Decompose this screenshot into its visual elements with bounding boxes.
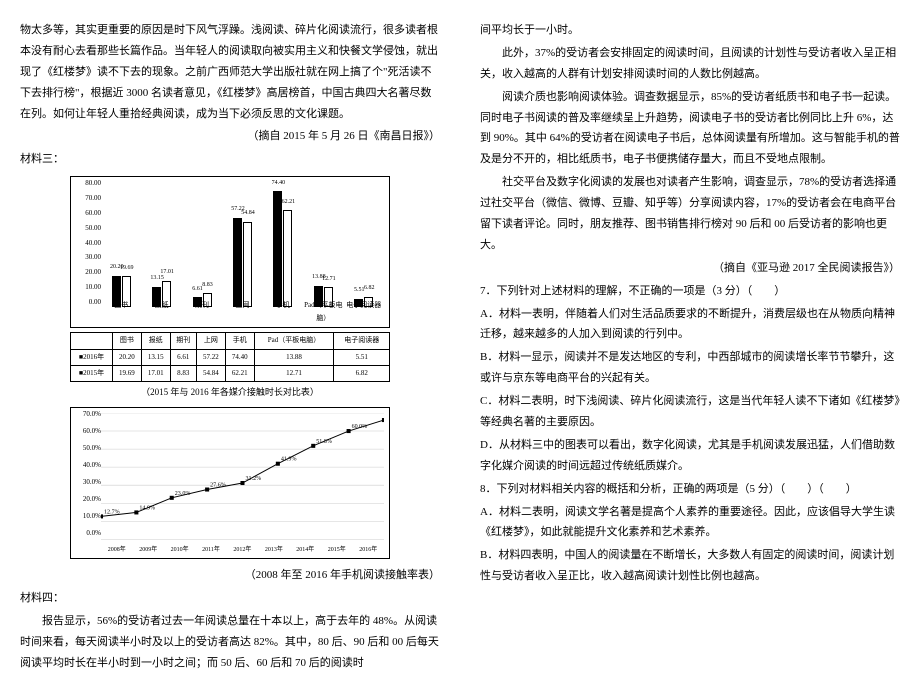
material-heading: 材料三： (20, 149, 440, 170)
body-para: 阅读介质也影响阅读体验。调查数据显示，85%的受访者纸质书和电子书一起读。同时电… (480, 87, 900, 171)
right-column: 间平均长于一小时。 此外，37%的受访者会安排固定的阅读时间，且阅读的计划性与受… (480, 20, 900, 676)
body-para: 间平均长于一小时。 (480, 20, 900, 41)
source-line: （摘自 2015 年 5 月 26 日《南昌日报》） (20, 126, 440, 147)
chart-caption: （2015 年与 2016 年各媒介接触时长对比表） (70, 384, 390, 401)
option-b: B．材料四表明，中国人的阅读量在不断增长，大多数人有固定的阅读时间，阅读计划性与… (480, 545, 900, 587)
option-c: C．材料二表明，时下浅阅读、碎片化阅读流行，这是当代年轻人读不下诸如《红楼梦》等… (480, 391, 900, 433)
svg-text:12.7%: 12.7% (104, 510, 120, 516)
line-chart: 70.0%60.0%50.0%40.0%30.0%20.0%10.0%0.0% … (70, 407, 390, 559)
svg-text:60.0%: 60.0% (352, 424, 368, 430)
body-para: 物太多等，其实更重要的原因是时下风气浮躁。浅阅读、碎片化阅读流行，很多读者根本没… (20, 20, 440, 124)
bar-chart: 80.0070.0060.0050.0040.0030.0020.0010.00… (70, 176, 390, 401)
chart-caption: （2008 年至 2016 年手机阅读接触率表） (20, 565, 440, 586)
material-heading: 材料四： (20, 588, 440, 609)
question-stem: 8．下列对材料相关内容的概括和分析，正确的两项是（5 分）（ ）（ ） (480, 479, 900, 500)
option-a: A．材料二表明，阅读文学名著是提高个人素养的重要途径。因此，应该倡导大学生读《红… (480, 502, 900, 544)
svg-text:23.0%: 23.0% (175, 491, 191, 497)
option-b: B．材料一显示，阅读并不是发达地区的专利，中西部城市的阅读增长率节节攀升，这或许… (480, 347, 900, 389)
option-a: A．材料一表明，伴随着人们对生活品质要求的不断提升，消费层级也在从物质向精神迁移… (480, 304, 900, 346)
question-stem: 7．下列针对上述材料的理解，不正确的一项是（3 分）（ ） (480, 281, 900, 302)
option-d: D．从材料三中的图表可以看出，数字化阅读，尤其是手机阅读发展迅猛，人们借助数字化… (480, 435, 900, 477)
svg-text:14.9%: 14.9% (139, 506, 155, 512)
left-column: 物太多等，其实更重要的原因是时下风气浮躁。浅阅读、碎片化阅读流行，很多读者根本没… (20, 20, 440, 676)
body-para: 报告显示，56%的受访者过去一年阅读总量在十本以上，高于去年的 48%。从阅读时… (20, 611, 440, 674)
source-line: （摘自《亚马逊 2017 全民阅读报告》） (480, 258, 900, 279)
body-para: 此外，37%的受访者会安排固定的阅读时间，且阅读的计划性与受访者收入呈正相关，收… (480, 43, 900, 85)
svg-text:51.8%: 51.8% (316, 439, 332, 445)
svg-text:31.2%: 31.2% (246, 476, 262, 482)
bar-legend-table: 图书报纸期刊上网手机Pad（平板电脑）电子阅读器■2016年20.2013.15… (70, 332, 390, 382)
body-para: 社交平台及数字化阅读的发展也对读者产生影响，调查显示，78%的受访者选择通过社交… (480, 172, 900, 256)
svg-text:27.6%: 27.6% (210, 483, 226, 489)
svg-text:41.9%: 41.9% (281, 457, 297, 463)
